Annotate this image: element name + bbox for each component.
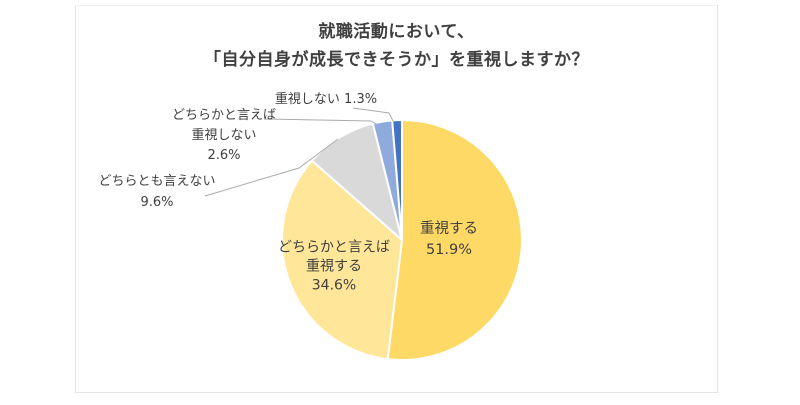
- slice-label-neutral: どちらとも言えない 9.6%: [98, 171, 215, 213]
- slice-label-rather-not-text2: 重視しない: [191, 128, 257, 143]
- slice-label-rather-not-pct: 2.6%: [207, 148, 241, 163]
- leader-line-none: [352, 107, 394, 122]
- slice-label-neutral-text: どちらとも言えない: [98, 174, 216, 189]
- slice-label-emphasize-text: 重視する: [420, 221, 478, 237]
- slice-label-emphasize: 重視する 51.9%: [420, 219, 478, 261]
- leader-line-rather-not: [265, 118, 379, 126]
- slice-label-emphasize-pct: 51.9%: [425, 242, 473, 258]
- slice-label-none: 重視しない 1.3%: [275, 90, 377, 110]
- slice-label-rather-text1: どちらかと言えば: [278, 239, 390, 256]
- chart-title-line1: 就職活動において、: [318, 22, 475, 42]
- pie-slice-0: [386, 119, 523, 361]
- slice-label-rather-pct: 34.6%: [311, 277, 357, 294]
- slice-label-rather-text2: 重視する: [306, 258, 362, 275]
- slice-label-rather-not: どちらかと言えば 重視しない 2.6%: [172, 106, 276, 166]
- slice-label-none-text: 重視しない 1.3%: [274, 92, 378, 107]
- slice-label-rather: どちらかと言えば 重視する 34.6%: [278, 239, 390, 296]
- chart-title-line2: 「自分自身が成長できそうか」を重視しますか？: [204, 50, 589, 70]
- leader-line-neutral: [204, 138, 339, 197]
- slice-label-neutral-pct: 9.6%: [140, 195, 174, 210]
- slice-label-rather-not-text1: どちらかと言えば: [171, 108, 277, 123]
- chart-title: 就職活動において、 「自分自身が成長できそうか」を重視しますか？: [75, 18, 718, 74]
- pie-slice-1: [281, 159, 403, 361]
